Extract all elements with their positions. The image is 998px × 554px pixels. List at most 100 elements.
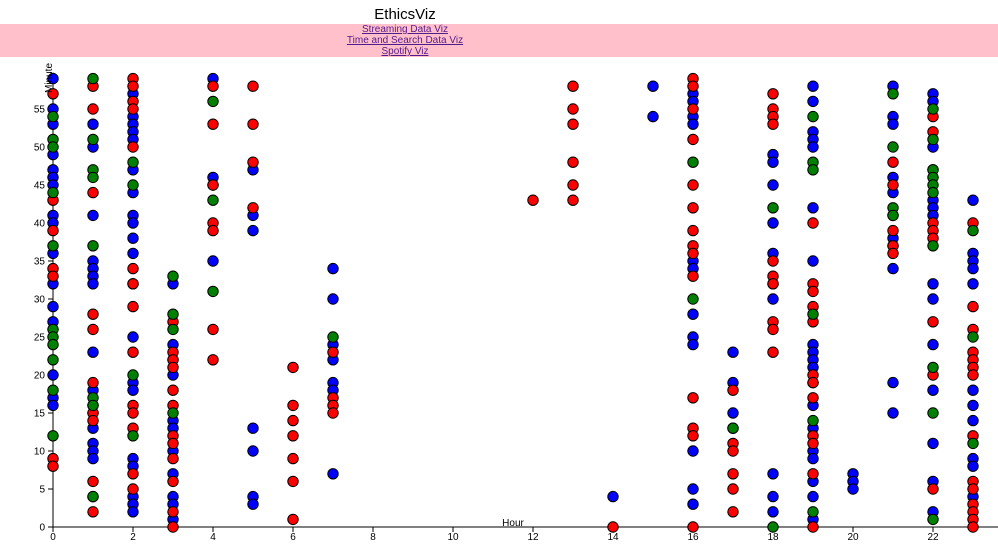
- scatter-point: [47, 460, 59, 472]
- scatter-point: [967, 262, 979, 275]
- scatter-point: [87, 346, 99, 358]
- streaming-data-viz-link[interactable]: Streaming Data Viz: [362, 24, 448, 35]
- scatter-point: [767, 88, 779, 100]
- scatter-point: [647, 110, 659, 123]
- scatter-point: [87, 376, 99, 389]
- scatter-point: [687, 483, 699, 495]
- scatter-point: [767, 323, 779, 336]
- scatter-point: [927, 186, 939, 199]
- scatter-point: [87, 118, 99, 130]
- scatter-point: [127, 384, 139, 396]
- scatter-point: [927, 407, 939, 419]
- scatter-point: [47, 110, 59, 123]
- scatter-point: [767, 255, 779, 267]
- scatter-point: [247, 498, 259, 510]
- scatter-point: [687, 521, 699, 533]
- scatter-point: [807, 202, 819, 214]
- scatter-point: [967, 399, 979, 412]
- y-tick-label: 15: [34, 409, 46, 420]
- scatter-point: [927, 338, 939, 351]
- scatter-point: [767, 118, 779, 130]
- scatter-point: [967, 460, 979, 472]
- scatter-point: [887, 247, 899, 260]
- scatter-point: [47, 72, 59, 85]
- spotify-viz-link[interactable]: Spotify Viz: [381, 46, 429, 57]
- y-tick-label: 20: [34, 371, 46, 382]
- scatter-point: [727, 445, 739, 457]
- scatter-point: [967, 194, 979, 206]
- scatter-point: [567, 156, 579, 168]
- scatter-point: [47, 430, 59, 442]
- scatter-point: [807, 308, 819, 320]
- scatter-point: [127, 278, 139, 290]
- scatter-point: [247, 80, 259, 92]
- scatter-point: [887, 141, 899, 153]
- scatter-point: [287, 414, 299, 427]
- y-tick-label: 10: [34, 447, 46, 458]
- scatter-point: [167, 308, 179, 320]
- scatter-point: [87, 490, 99, 503]
- scatter-point: [87, 323, 99, 336]
- scatter-point: [167, 521, 179, 533]
- scatter-point: [687, 498, 699, 510]
- scatter-point: [807, 141, 819, 153]
- x-tick-label: 0: [50, 532, 56, 543]
- scatter-point: [927, 513, 939, 526]
- scatter-point: [207, 95, 219, 108]
- scatter-point: [127, 262, 139, 275]
- scatter-point: [327, 346, 339, 358]
- scatter-point: [87, 399, 99, 412]
- scatter-point: [887, 209, 899, 222]
- scatter-point: [167, 270, 179, 282]
- scatter-point: [87, 103, 99, 115]
- scatter-point: [87, 209, 99, 222]
- scatter-point: [767, 490, 779, 503]
- scatter-point: [687, 80, 699, 92]
- scatter-point: [687, 118, 699, 130]
- scatter-point: [927, 316, 939, 328]
- scatter-point: [727, 422, 739, 434]
- scatter-point: [967, 384, 979, 396]
- scatter-point: [87, 414, 99, 427]
- y-tick-label: 45: [34, 181, 46, 192]
- scatter-point: [127, 331, 139, 343]
- scatter-point: [847, 483, 859, 495]
- scatter-point: [527, 194, 539, 206]
- scatter-point: [207, 80, 219, 92]
- scatter-point: [127, 232, 139, 244]
- scatter-point: [47, 270, 59, 282]
- scatter-point: [207, 285, 219, 298]
- scatter-point: [207, 118, 219, 130]
- scatter-point: [207, 179, 219, 191]
- y-axis-label: Minute: [44, 63, 55, 93]
- y-tick-label: 50: [34, 143, 46, 154]
- chart-axes: 0 2 4 6 8 10 12 14 16 18 20 22 0 5 10 15 20 25 30 35 40 45 50 5…: [34, 72, 998, 543]
- scatter-point: [767, 156, 779, 168]
- scatter-point: [927, 240, 939, 252]
- scatter-point: [207, 354, 219, 366]
- scatter-point: [687, 133, 699, 146]
- scatter-point: [727, 468, 739, 480]
- scatter-point: [127, 179, 139, 191]
- scatter-point: [967, 224, 979, 237]
- chart-points: [47, 72, 979, 533]
- scatter-point: [927, 278, 939, 290]
- scatter-point: [87, 186, 99, 199]
- scatter-point: [767, 521, 779, 533]
- scatter-point: [607, 521, 619, 533]
- y-tick-label: 30: [34, 295, 46, 306]
- scatter-point: [327, 262, 339, 275]
- scatter-point: [87, 506, 99, 518]
- scatter-point: [287, 430, 299, 442]
- time-search-data-viz-link[interactable]: Time and Search Data Viz: [346, 35, 464, 46]
- scatter-point: [287, 513, 299, 526]
- scatter-point: [807, 95, 819, 108]
- scatter-point: [47, 338, 59, 351]
- scatter-point: [127, 483, 139, 495]
- scatter-point: [167, 452, 179, 465]
- scatter-point: [767, 293, 779, 305]
- scatter-point: [47, 300, 59, 313]
- scatter-point: [967, 331, 979, 343]
- scatter-point: [47, 186, 59, 199]
- scatter-point: [327, 407, 339, 419]
